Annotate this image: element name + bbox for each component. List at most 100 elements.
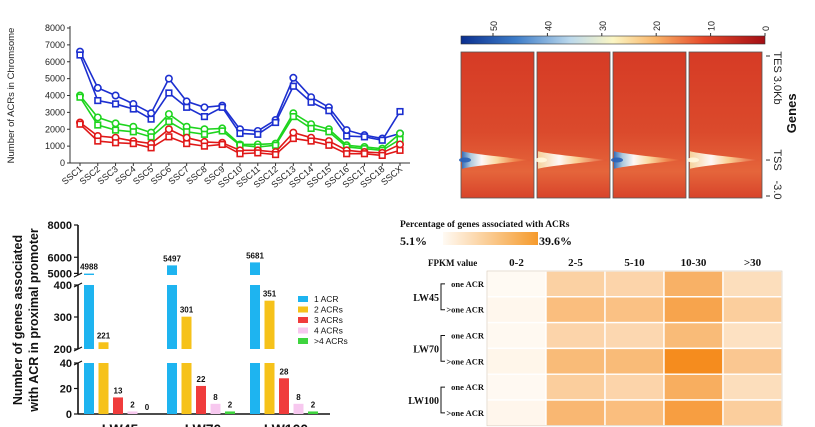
group-label: LW100 — [408, 396, 439, 407]
data-point — [165, 118, 173, 126]
data-point — [289, 134, 297, 143]
bar — [113, 397, 123, 414]
colorbar-tick-label: 50 — [489, 21, 499, 31]
data-point — [271, 141, 280, 149]
data-point — [94, 137, 102, 145]
data-point — [182, 133, 191, 142]
bar — [250, 262, 260, 275]
data-point — [395, 140, 404, 149]
y-tick-label: 8000 — [45, 23, 65, 33]
bar — [84, 285, 94, 349]
tss-signal — [614, 151, 684, 169]
data-label: 0 — [145, 403, 150, 412]
heatmap-cell — [663, 399, 724, 427]
data-point — [147, 133, 155, 141]
x-tick-label: LW100 — [264, 421, 309, 427]
legend-swatch — [298, 327, 308, 334]
colorbar-tick-label: 20 — [652, 21, 662, 31]
data-point — [218, 140, 226, 149]
right-tick-label: TES 3.0Kb — [771, 51, 783, 104]
data-point — [343, 132, 351, 140]
data-label: 2 — [228, 400, 233, 409]
right-tick-label: -3.0 — [771, 181, 783, 200]
data-label: 4988 — [80, 263, 98, 272]
heatmap-cell — [722, 399, 783, 427]
colorbar-tick-label: 0 — [761, 26, 771, 31]
colorbar-tick-label: 30 — [598, 21, 608, 31]
heatmap-cell — [604, 321, 665, 350]
data-point — [200, 130, 209, 138]
row-label: one ACR — [451, 331, 485, 341]
group-label: LW45 — [413, 293, 439, 304]
heatmap-cell — [604, 373, 665, 401]
y-tick-label: 20 — [60, 384, 72, 396]
column-header: 5-10 — [624, 257, 645, 269]
data-point — [183, 103, 191, 111]
group-bracket — [440, 335, 445, 362]
data-point — [289, 82, 297, 90]
heatmap-panel — [536, 51, 611, 199]
legend-swatch — [298, 296, 308, 302]
heatmap-cell — [486, 270, 547, 298]
data-point — [76, 120, 84, 128]
bar — [279, 378, 289, 414]
data-point — [289, 128, 298, 137]
data-point — [289, 112, 297, 121]
colorbar — [460, 35, 766, 45]
data-label: 5497 — [163, 254, 181, 263]
bar — [196, 385, 206, 414]
data-point — [307, 124, 315, 133]
y-tick-label: 0 — [60, 158, 65, 168]
bar — [84, 363, 94, 414]
heatmap-cell — [604, 296, 665, 324]
bar — [293, 403, 304, 414]
heatmap-cell — [722, 296, 783, 324]
data-point — [111, 100, 120, 108]
header-label: FPKM value — [428, 258, 477, 268]
heatmap-cell — [663, 373, 724, 401]
data-point — [111, 139, 120, 147]
bar — [98, 342, 109, 349]
data-label: 28 — [280, 367, 289, 376]
heatmap-panel — [612, 51, 687, 199]
y-tick-label: 3000 — [45, 107, 65, 117]
heatmap-cell — [545, 347, 606, 375]
bar — [167, 285, 177, 349]
bar — [264, 363, 275, 414]
data-point — [183, 139, 191, 148]
bar — [250, 363, 260, 414]
data-point — [289, 73, 298, 82]
colorbar-tick-label: 40 — [543, 21, 553, 31]
heatmap-panel — [460, 51, 535, 199]
row-label: >one ACR — [446, 356, 485, 366]
scale-bar — [443, 232, 538, 245]
data-point — [307, 98, 315, 106]
right-tick-label: TSS — [771, 149, 783, 170]
tss-core — [611, 157, 623, 163]
axis-break — [73, 346, 83, 366]
data-label: 301 — [180, 306, 194, 315]
data-point — [164, 125, 173, 134]
data-point — [236, 129, 244, 138]
legend-label: 2 ACRs — [314, 305, 343, 315]
y-tick-label: 300 — [54, 312, 72, 324]
data-point — [343, 150, 351, 158]
data-label: 2 — [130, 400, 135, 409]
legend-label: 4 ACRs — [314, 326, 343, 336]
colorbar-tick-label: 10 — [707, 21, 717, 31]
tss-signal — [690, 151, 760, 169]
x-tick-label: LW70 — [185, 421, 222, 427]
data-point — [378, 136, 386, 144]
data-point — [93, 113, 102, 122]
data-point — [94, 96, 102, 105]
tss-signal — [538, 151, 608, 169]
data-label: 8 — [213, 393, 218, 402]
heatmap-cell — [722, 347, 783, 375]
y-tick-label: 5000 — [48, 268, 72, 280]
heatmap-cell — [663, 296, 724, 324]
data-point — [396, 107, 404, 116]
data-point — [164, 74, 173, 83]
y-tick-label: 6000 — [45, 57, 65, 67]
heatmap-cell — [604, 347, 665, 375]
